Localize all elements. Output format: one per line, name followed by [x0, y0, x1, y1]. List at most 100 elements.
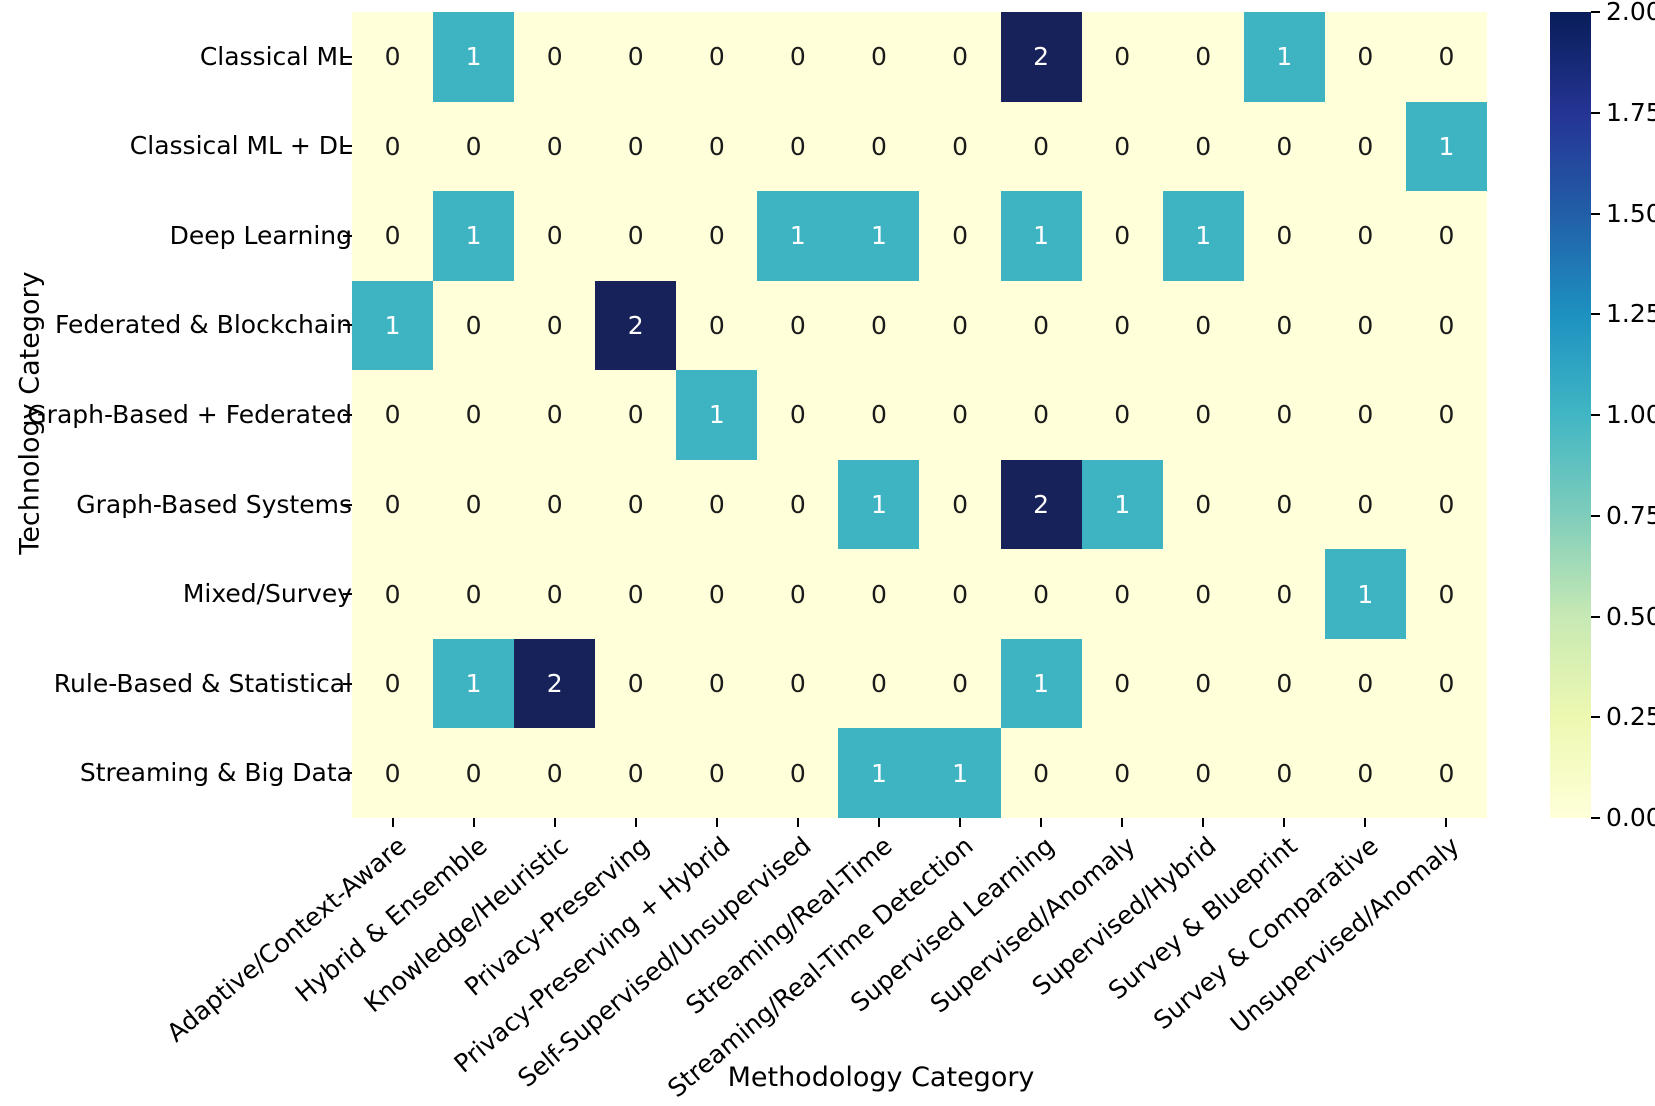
- heatmap-cell: 0: [676, 728, 758, 818]
- colorbar-tick-label: 1.50: [1606, 198, 1655, 228]
- colorbar: [1550, 12, 1591, 818]
- heatmap-cell: 0: [676, 549, 758, 639]
- heatmap-cell: 0: [1243, 728, 1325, 818]
- heatmap-cell: 1: [1405, 101, 1487, 192]
- x-tick-mark: [1445, 818, 1448, 827]
- heatmap-cell: 0: [919, 12, 1001, 102]
- y-tick-mark: [343, 324, 352, 327]
- heatmap-cell: 0: [1324, 459, 1406, 550]
- heatmap-cell: 0: [1324, 12, 1406, 102]
- y-tick-mark: [343, 414, 352, 416]
- heatmap-cell: 0: [514, 728, 596, 818]
- heatmap-cell: 0: [1405, 638, 1487, 729]
- heatmap-cell: 0: [595, 638, 677, 729]
- heatmap-cell: 0: [595, 728, 677, 818]
- y-tick-label: Mixed/Survey: [182, 579, 352, 609]
- heatmap-cell: 1: [838, 728, 920, 818]
- heatmap-cell: 0: [1243, 280, 1325, 371]
- heatmap-cell: 0: [1405, 191, 1487, 281]
- heatmap-cell: 0: [1324, 370, 1406, 460]
- heatmap-cell: 0: [595, 370, 677, 460]
- colorbar-tick-mark: [1591, 716, 1600, 719]
- heatmap-cell: 0: [1243, 459, 1325, 550]
- heatmap-cell: 0: [433, 101, 515, 192]
- y-tick-mark: [343, 503, 352, 506]
- heatmap-cell: 0: [838, 280, 920, 371]
- heatmap-cell: 0: [595, 549, 677, 639]
- heatmap-cell: 0: [919, 549, 1001, 639]
- heatmap-cell: 0: [514, 12, 596, 102]
- heatmap-cell: 0: [433, 549, 515, 639]
- heatmap-cell: 0: [1000, 549, 1082, 639]
- colorbar-tick-label: 0.50: [1606, 601, 1655, 631]
- heatmap-cell: 0: [352, 191, 434, 281]
- heatmap-cell: 0: [838, 12, 920, 102]
- y-tick-label: Federated & Blockchain: [55, 310, 352, 340]
- heatmap-cell: 1: [1162, 191, 1244, 281]
- x-tick-mark: [1121, 818, 1124, 827]
- y-tick-mark: [343, 55, 352, 58]
- heatmap-cell: 0: [352, 549, 434, 639]
- colorbar-tick-label: 0.75: [1606, 500, 1655, 530]
- heatmap-cell: 0: [1405, 370, 1487, 460]
- heatmap-cell: 0: [1000, 280, 1082, 371]
- x-tick-mark: [715, 818, 718, 827]
- heatmap-cell: 0: [1081, 12, 1163, 102]
- heatmap-cell: 1: [1324, 549, 1406, 639]
- y-tick-mark: [343, 772, 352, 775]
- heatmap-cell: 0: [1081, 101, 1163, 192]
- heatmap-cell: 0: [514, 549, 596, 639]
- heatmap-cell: 0: [1000, 101, 1082, 192]
- x-tick-mark: [796, 818, 799, 827]
- x-tick-mark: [1364, 818, 1367, 827]
- x-tick-mark: [1202, 818, 1205, 827]
- heatmap-cell: 1: [1243, 12, 1325, 102]
- heatmap-cell: 0: [1162, 370, 1244, 460]
- x-tick-mark: [1283, 818, 1286, 827]
- heatmap-cell: 0: [352, 459, 434, 550]
- heatmap-cell: 0: [433, 728, 515, 818]
- heatmap-cell: 1: [1000, 638, 1082, 729]
- heatmap-cell: 0: [1162, 280, 1244, 371]
- heatmap-cell: 1: [757, 191, 839, 281]
- heatmap-cell: 0: [514, 280, 596, 371]
- heatmap-cell: 0: [352, 638, 434, 729]
- heatmap-cell: 0: [919, 370, 1001, 460]
- heatmap-cell: 0: [595, 101, 677, 192]
- heatmap-cell: 2: [1000, 459, 1082, 550]
- colorbar-tick-label: 1.00: [1606, 400, 1655, 429]
- heatmap-cell: 0: [1000, 370, 1082, 460]
- heatmap-cell: 1: [433, 638, 515, 729]
- heatmap-cell: 0: [757, 370, 839, 460]
- heatmap-cell: 0: [757, 728, 839, 818]
- colorbar-tick-label: 1.25: [1606, 299, 1655, 329]
- y-tick-label: Rule-Based & Statistical: [53, 668, 352, 698]
- heatmap-cell: 0: [595, 191, 677, 281]
- heatmap-cell: 0: [1081, 549, 1163, 639]
- heatmap-cell: 1: [352, 280, 434, 371]
- heatmap-cell: 0: [1324, 728, 1406, 818]
- heatmap-cell: 0: [1324, 280, 1406, 371]
- heatmap-cell: 0: [1000, 728, 1082, 818]
- heatmap-cell: 0: [514, 101, 596, 192]
- colorbar-tick-mark: [1591, 817, 1600, 819]
- y-tick-mark: [343, 145, 352, 148]
- x-tick-mark: [391, 818, 394, 827]
- heatmap-cell: 0: [1243, 370, 1325, 460]
- heatmap-cell: 0: [352, 101, 434, 192]
- heatmap-cell: 0: [757, 638, 839, 729]
- heatmap-cell: 1: [838, 191, 920, 281]
- heatmap-cell: 0: [919, 191, 1001, 281]
- x-axis-title: Methodology Category: [727, 1062, 1035, 1093]
- colorbar-tick-mark: [1591, 414, 1600, 416]
- heatmap-cell: 0: [838, 638, 920, 729]
- heatmap-cell: 0: [352, 370, 434, 460]
- x-tick-mark: [877, 818, 880, 827]
- heatmap-cell: 0: [1405, 12, 1487, 102]
- heatmap-cell: 0: [514, 370, 596, 460]
- heatmap-cell: 0: [919, 280, 1001, 371]
- heatmap-cell: 0: [676, 459, 758, 550]
- heatmap-cell: 0: [757, 459, 839, 550]
- colorbar-tick-label: 2.00: [1606, 0, 1655, 26]
